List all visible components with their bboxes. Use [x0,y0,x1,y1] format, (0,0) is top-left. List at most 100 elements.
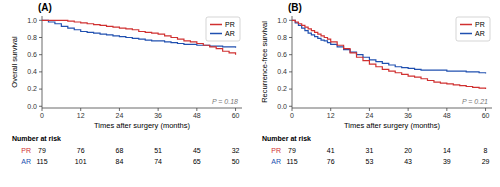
at-risk-value: 65 [193,158,201,165]
annotation: P = 0.21 [462,98,488,105]
legend-swatch [210,33,222,35]
x-tick [446,108,447,111]
y-tick-label: 0.8 [27,34,37,41]
x-tick [235,108,236,111]
at-risk-value: 32 [232,147,240,154]
at-risk-value: 68 [116,147,124,154]
legend-swatch [460,24,472,26]
y-tick-label: 0.0 [277,103,287,110]
y-tick-label: 1.0 [27,17,37,24]
y-tick [289,71,292,72]
x-tick-label: 36 [154,112,162,119]
y-tick [39,54,42,55]
figure: (A) 0.0 0.2 0.4 0.6 0.8 1.0 0 12 24 36 48 60 Times af… [0,0,500,187]
at-risk-value: 39 [443,158,451,165]
x-tick [80,108,81,111]
x-axis [292,108,492,109]
y-tick [39,20,42,21]
at-risk-value: 79 [38,147,46,154]
y-tick-label: 0.6 [277,51,287,58]
at-risk-value: 50 [232,158,240,165]
legend-label: AR [475,30,485,37]
number-at-risk: Number at riskPR797668514532AR1151018474… [12,135,240,165]
legend-swatch [460,33,472,35]
at-risk-value: 84 [116,158,124,165]
x-tick [119,108,120,111]
x-tick [330,108,331,111]
at-risk-value: 20 [404,147,412,154]
at-risk-value: 43 [404,158,412,165]
y-tick [289,54,292,55]
x-tick-label: 12 [77,112,85,119]
y-tick [39,37,42,38]
panel: (B) 0.0 0.2 0.4 0.6 0.8 1.0 0 12 24 36 48 60 Times af… [260,2,492,165]
at-risk-title: Number at risk [262,135,311,142]
y-axis [292,16,293,108]
y-tick [289,89,292,90]
y-tick [39,71,42,72]
x-tick-label: 60 [232,112,240,119]
y-tick-label: 0.2 [277,85,287,92]
x-tick [292,108,293,111]
legend: PR AR [456,17,490,41]
at-risk-value: 53 [366,158,374,165]
at-risk-value: 74 [154,158,162,165]
legend-label: PR [225,21,235,28]
x-tick-label: 60 [482,112,490,119]
y-axis [42,16,43,108]
y-axis-label: Recurrence-free survival [260,21,269,103]
at-risk-row-label: PR [21,147,31,154]
at-risk-value: 41 [327,147,335,154]
y-tick-label: 0.6 [27,51,37,58]
legend-label: AR [225,30,235,37]
x-tick-label: 24 [116,112,124,119]
at-risk-row-label: PR [271,147,281,154]
x-tick-label: 12 [327,112,335,119]
y-tick [39,106,42,107]
at-risk-value: 8 [484,147,488,154]
y-tick-label: 0.8 [277,34,287,41]
at-risk-value: 14 [443,147,451,154]
legend-swatch [210,24,222,26]
y-tick-label: 1.0 [277,17,287,24]
at-risk-value: 76 [77,147,85,154]
x-tick [369,108,370,111]
at-risk-value: 79 [288,147,296,154]
y-tick-label: 0.0 [27,103,37,110]
x-tick-label: 24 [366,112,374,119]
at-risk-value: 29 [482,158,490,165]
x-tick [408,108,409,111]
at-risk-value: 115 [36,158,47,165]
x-axis-label: Times after surgery (months) [344,121,440,130]
x-tick [485,108,486,111]
x-tick-label: 48 [443,112,451,119]
legend-box [456,17,490,41]
title: (B) [288,2,302,13]
x-tick-label: 36 [404,112,412,119]
x-tick-label: 48 [193,112,201,119]
at-risk-row-label: AR [21,158,31,165]
y-tick [289,106,292,107]
at-risk-value: 51 [154,147,162,154]
x-tick-label: 0 [290,112,294,119]
at-risk-value: 76 [327,158,335,165]
y-tick-label: 0.2 [27,85,37,92]
x-tick [158,108,159,111]
y-tick-label: 0.4 [277,68,287,75]
at-risk-row-label: AR [271,158,281,165]
legend-label: PR [475,21,485,28]
x-tick-label: 0 [40,112,44,119]
at-risk-title: Number at risk [12,135,61,142]
at-risk-value: 101 [75,158,87,165]
annotation: P = 0.18 [212,98,238,105]
number-at-risk: Number at riskPR79413120148AR11576534339… [262,135,490,165]
y-tick [39,89,42,90]
x-tick [42,108,43,111]
title: (A) [38,2,52,13]
x-axis-label: Times after surgery (months) [94,121,190,130]
y-axis-label: Overall survival [10,36,19,88]
legend-box [206,17,240,41]
y-tick [289,37,292,38]
legend: PR AR [206,17,240,41]
at-risk-value: 31 [366,147,374,154]
